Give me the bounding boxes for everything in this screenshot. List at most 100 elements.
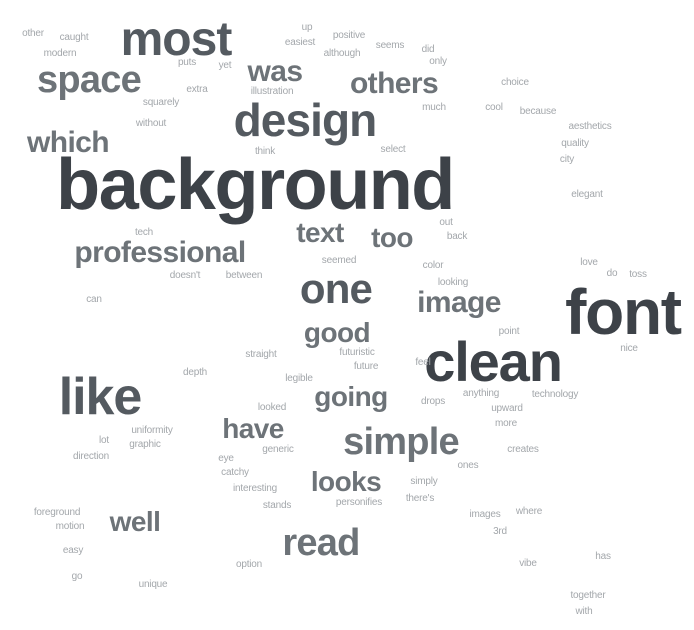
- word-personifies: personifies: [335, 497, 383, 508]
- word-doesn-t: doesn't: [169, 270, 201, 281]
- word-extra: extra: [186, 84, 208, 95]
- word-creates: creates: [507, 444, 539, 455]
- word-text: text: [296, 217, 344, 248]
- word-caught: caught: [59, 32, 89, 43]
- word-with: with: [575, 606, 593, 617]
- word-going: going: [314, 381, 388, 412]
- word-choice: choice: [501, 77, 529, 88]
- word-modern: modern: [43, 48, 77, 59]
- word-one: one: [299, 265, 373, 312]
- word-straight: straight: [245, 349, 277, 360]
- word-3rd: 3rd: [493, 526, 507, 537]
- word-vibe: vibe: [519, 558, 537, 569]
- word-select: select: [380, 144, 406, 155]
- word-read: read: [282, 522, 360, 564]
- word-uniformity: uniformity: [131, 425, 173, 436]
- word-city: city: [559, 154, 575, 165]
- word-looking: looking: [437, 277, 469, 288]
- word-out: out: [439, 217, 453, 228]
- word-looks: looks: [310, 466, 382, 497]
- word-yet: yet: [218, 60, 232, 71]
- word-tech: tech: [134, 227, 154, 238]
- word-motion: motion: [55, 521, 85, 532]
- word-only: only: [429, 56, 447, 67]
- word-although: although: [323, 48, 361, 59]
- word-drops: drops: [420, 396, 446, 407]
- word-did: did: [421, 44, 435, 55]
- word-image: image: [417, 286, 501, 319]
- word-simple: simple: [343, 421, 460, 463]
- word-too: too: [371, 222, 413, 253]
- word-font: font: [565, 276, 682, 348]
- word-illustration: illustration: [250, 86, 294, 97]
- word-eye: eye: [218, 453, 234, 464]
- word-back: back: [446, 231, 468, 242]
- word-without: without: [135, 118, 167, 129]
- word-stands: stands: [262, 500, 292, 511]
- word-quality: quality: [561, 138, 589, 149]
- word-do: do: [606, 268, 618, 279]
- word-option: option: [235, 559, 263, 570]
- word-clean: clean: [424, 330, 563, 393]
- word-cool: cool: [485, 102, 503, 113]
- word-toss: toss: [629, 269, 647, 280]
- word-images: images: [469, 509, 501, 520]
- word-more: more: [495, 418, 517, 429]
- word-legible: legible: [285, 373, 313, 384]
- word-interesting: interesting: [233, 483, 277, 494]
- word-ones: ones: [457, 460, 479, 471]
- word-because: because: [519, 106, 557, 117]
- word-design: design: [233, 94, 378, 146]
- word-squarely: squarely: [142, 97, 180, 108]
- word-background: background: [56, 145, 455, 225]
- word-much: much: [422, 102, 446, 113]
- word-which: which: [26, 126, 110, 159]
- word-together: together: [570, 590, 606, 601]
- word-technology: technology: [531, 389, 579, 400]
- word-well: well: [109, 506, 161, 537]
- word-seems: seems: [375, 40, 405, 51]
- word-future: future: [353, 361, 379, 372]
- word-think: think: [254, 146, 276, 157]
- word-point: point: [498, 326, 520, 337]
- word-easy: easy: [62, 545, 84, 556]
- word-can: can: [86, 294, 102, 305]
- word-aesthetics: aesthetics: [568, 121, 612, 132]
- word-simply: simply: [410, 476, 438, 487]
- word-direction: direction: [73, 451, 109, 462]
- word-nice: nice: [620, 343, 638, 354]
- word-generic: generic: [262, 444, 294, 455]
- word-professional: professional: [74, 236, 246, 269]
- word-elegant: elegant: [571, 189, 603, 200]
- word-positive: positive: [332, 30, 366, 41]
- word-unique: unique: [138, 579, 168, 590]
- word-love: love: [580, 257, 598, 268]
- word-have: have: [222, 413, 284, 444]
- word-between: between: [225, 270, 263, 281]
- word-feel: feel: [415, 357, 431, 368]
- word-where: where: [515, 506, 543, 517]
- word-like: like: [58, 368, 143, 426]
- word-looked: looked: [257, 402, 287, 413]
- word-up: up: [301, 22, 313, 33]
- word-others: others: [349, 67, 439, 100]
- word-space: space: [37, 59, 142, 101]
- word-go: go: [71, 571, 83, 582]
- word-seemed: seemed: [321, 255, 357, 266]
- word-futuristic: futuristic: [339, 347, 375, 358]
- word-good: good: [303, 317, 371, 348]
- word-was: was: [247, 55, 304, 88]
- word-lot: lot: [99, 435, 109, 446]
- word-there-s: there's: [405, 493, 435, 504]
- word-other: other: [22, 28, 44, 39]
- word-graphic: graphic: [129, 439, 161, 450]
- word-color: color: [422, 260, 444, 271]
- word-puts: puts: [177, 57, 197, 68]
- word-catchy: catchy: [221, 467, 249, 478]
- word-depth: depth: [182, 367, 208, 378]
- word-anything: anything: [462, 388, 500, 399]
- word-most: most: [120, 13, 233, 66]
- word-easiest: easiest: [284, 37, 316, 48]
- word-foreground: foreground: [33, 507, 81, 518]
